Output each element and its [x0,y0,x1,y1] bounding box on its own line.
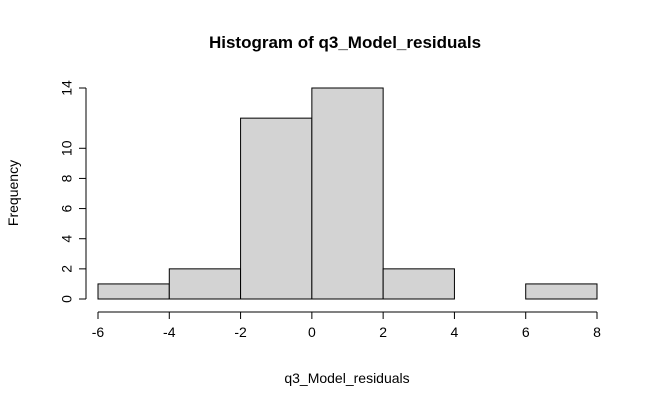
histogram-bar [97,283,170,300]
histogram-bar [168,268,242,300]
y-tick-label: 0 [59,295,75,303]
bars-group [97,87,598,300]
x-tick-label: 8 [593,324,601,340]
y-tick-label: 10 [59,140,75,156]
x-tick-label: -6 [92,324,105,340]
y-tick-label: 14 [59,80,75,96]
histogram-bar [240,117,313,300]
y-tick-label: 6 [59,204,75,212]
y-axis: 0 2 4 6 8 10 14 [59,80,87,303]
x-tick-label: 6 [522,324,530,340]
histogram-bar [525,283,598,300]
x-tick-label: 2 [379,324,387,340]
y-tick-label: 8 [59,174,75,182]
histogram-bar [382,268,455,300]
x-axis-label: q3_Model_residuals [284,370,409,386]
y-axis-label: Frequency [5,160,21,226]
y-tick-label: 4 [59,235,75,243]
x-tick-label: 4 [451,324,459,340]
histogram-bar [311,87,384,300]
x-axis: -6 -4 -2 0 2 4 6 8 [92,311,601,340]
x-tick-label: 0 [308,324,316,340]
y-tick-label: 2 [59,265,75,273]
chart-title: Histogram of q3_Model_residuals [209,33,481,52]
x-tick-label: -4 [163,324,176,340]
x-tick-label: -2 [234,324,247,340]
